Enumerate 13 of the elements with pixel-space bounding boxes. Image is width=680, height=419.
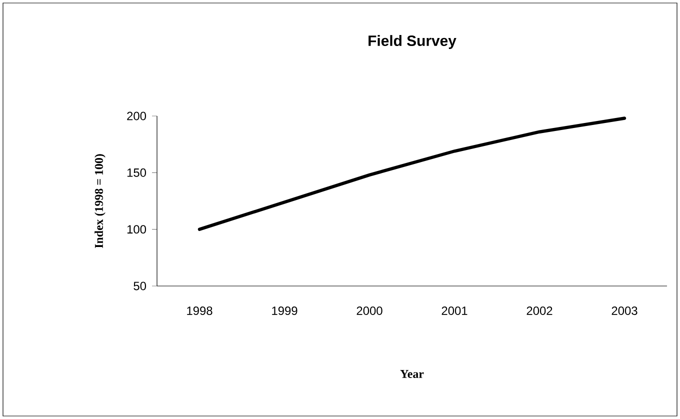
y-tick-label: 100 (127, 225, 146, 234)
x-tick-label: 2002 (526, 306, 552, 315)
y-tick-label: 50 (134, 282, 146, 290)
x-tick-label: 2003 (612, 306, 638, 315)
x-tick-label: 2000 (356, 306, 382, 315)
x-tick-label: 1998 (187, 306, 212, 315)
x-tick-label: 2001 (442, 306, 468, 315)
x-axis-title: Year (400, 370, 424, 378)
x-tick-label: 1999 (272, 306, 298, 315)
y-axis-title: Index (1998 = 100) (94, 154, 106, 248)
y-tick-label: 150 (127, 168, 146, 177)
chart-title: Field Survey (368, 35, 456, 49)
y-tick-label: 200 (127, 112, 146, 120)
